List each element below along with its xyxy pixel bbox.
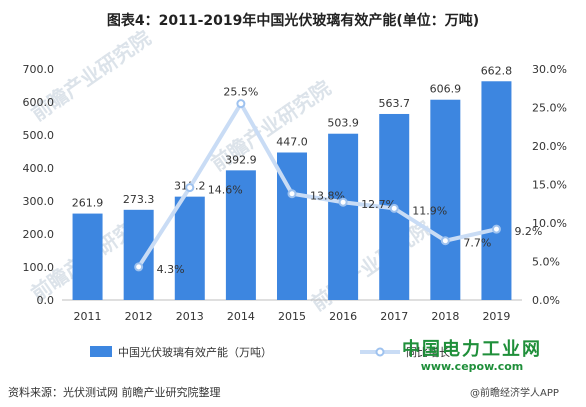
- growth-data-label: 25.5%: [223, 86, 258, 99]
- growth-point: [338, 197, 348, 207]
- bar-data-label: 606.9: [430, 83, 462, 96]
- legend-bar-label: 中国光伏玻璃有效产能（万吨）: [118, 345, 272, 359]
- x-tick-label: 2018: [431, 310, 459, 323]
- growth-point: [491, 224, 501, 234]
- watermark-note: @前瞻经济学人APP: [470, 388, 559, 399]
- x-tick-label: 2014: [227, 310, 255, 323]
- growth-data-label: 13.8%: [310, 190, 345, 203]
- growth-data-label: 7.7%: [463, 237, 491, 250]
- source-note: 资料来源：光伏测试网 前瞻产业研究院整理: [8, 386, 221, 399]
- growth-point: [287, 189, 297, 199]
- watermark-url: www.cepow.com: [420, 360, 524, 373]
- growth-data-label: 14.6%: [208, 184, 243, 197]
- chart-title: 图表4：2011-2019年中国光伏玻璃有效产能(单位：万吨): [106, 13, 480, 29]
- y2-tick-label: 25.0%: [532, 102, 567, 115]
- bar: [174, 196, 205, 300]
- bar-data-label: 392.9: [225, 153, 257, 166]
- x-tick-label: 2012: [125, 310, 153, 323]
- bar-data-label: 563.7: [378, 97, 410, 110]
- y-tick-label: 400.0: [23, 162, 55, 175]
- x-tick-label: 2019: [482, 310, 510, 323]
- bar: [328, 133, 359, 300]
- y2-tick-label: 5.0%: [532, 256, 560, 269]
- bar-data-label: 503.9: [327, 117, 359, 130]
- growth-data-label: 9.2%: [514, 225, 542, 238]
- growth-point: [185, 183, 195, 193]
- x-tick-label: 2016: [329, 310, 357, 323]
- bar: [72, 213, 103, 300]
- growth-point: [236, 99, 246, 109]
- growth-line: [136, 99, 497, 268]
- legend-line-label: 同比增长: [406, 345, 450, 359]
- bar-data-label: 273.3: [123, 193, 155, 206]
- x-tick-label: 2011: [74, 310, 102, 323]
- legend-bar-swatch: [90, 346, 112, 357]
- bar: [123, 209, 154, 300]
- growth-point: [389, 203, 399, 213]
- x-tick-label: 2017: [380, 310, 408, 323]
- y2-tick-label: 10.0%: [532, 217, 567, 230]
- watermark-brand-name: 中国电力工业网: [402, 339, 542, 360]
- growth-point: [134, 262, 144, 272]
- bar-data-label: 261.9: [72, 197, 104, 210]
- y-tick-label: 500.0: [23, 129, 55, 142]
- y-tick-label: 200.0: [23, 228, 55, 241]
- bar-data-label: 447.0: [276, 135, 308, 148]
- growth-data-label: 11.9%: [412, 204, 447, 217]
- y2-tick-label: 30.0%: [532, 63, 567, 76]
- growth-data-label: 4.3%: [157, 263, 185, 276]
- watermark-brand: 中国电力工业网 www.cepow.com: [364, 340, 580, 374]
- y-tick-label: 0.0: [37, 294, 55, 307]
- y-tick-label: 700.0: [23, 63, 55, 76]
- bar: [430, 99, 461, 301]
- y-tick-label: 300.0: [23, 195, 55, 208]
- y2-tick-label: 0.0%: [532, 294, 560, 307]
- growth-data-label: 12.7%: [361, 198, 396, 211]
- y-tick-label: 100.0: [23, 261, 55, 274]
- growth-point: [440, 236, 450, 246]
- bar-data-label: 662.8: [481, 64, 513, 77]
- x-tick-label: 2013: [176, 310, 204, 323]
- bar: [225, 170, 256, 300]
- legend-line-marker: [375, 347, 385, 357]
- bar: [481, 81, 512, 300]
- x-tick-label: 2015: [278, 310, 306, 323]
- y2-tick-label: 15.0%: [532, 179, 567, 192]
- y2-tick-label: 20.0%: [532, 140, 567, 153]
- y-tick-label: 600.0: [23, 96, 55, 109]
